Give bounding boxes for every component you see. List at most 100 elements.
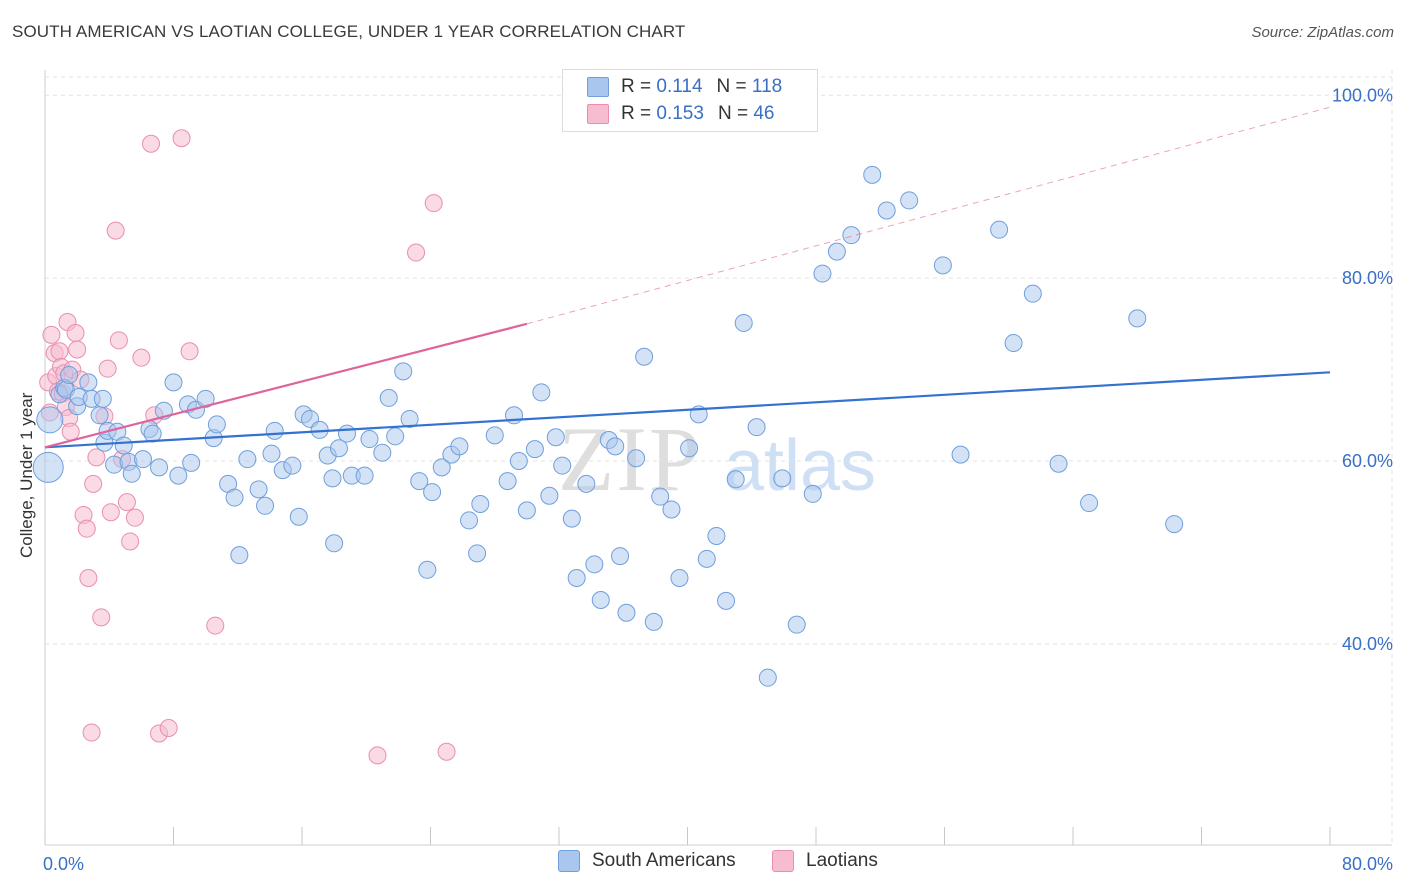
data-point-laotians: [159, 718, 178, 737]
data-point-laotians: [424, 194, 443, 213]
bottom-legend-swatch-pink: [772, 850, 794, 872]
data-point-south-americans: [423, 483, 442, 502]
data-point-south-americans: [133, 450, 152, 469]
data-point-laotians: [368, 746, 387, 765]
data-point-south-americans: [1165, 515, 1184, 534]
data-point-south-americans: [747, 418, 766, 437]
data-point-south-americans: [900, 191, 919, 210]
data-point-south-americans: [418, 560, 437, 579]
data-point-laotians: [206, 616, 225, 635]
data-point-south-americans: [360, 430, 379, 449]
x-tick-labels: 0.0% 80.0%: [43, 854, 1393, 874]
data-point-south-americans: [546, 428, 565, 447]
data-point-south-americans: [323, 469, 342, 488]
legend-row-south-americans: R = 0.114 N = 118: [587, 74, 782, 100]
y-tick-label: 40.0%: [1342, 634, 1393, 654]
data-point-south-americans: [509, 452, 528, 470]
data-point-south-americans: [773, 469, 792, 488]
data-point-laotians: [121, 532, 140, 551]
y-tick-labels: 100.0% 80.0% 60.0% 40.0%: [1332, 85, 1393, 654]
data-point-south-americans: [150, 458, 169, 477]
data-point-south-americans: [1004, 334, 1023, 353]
data-point-south-americans: [400, 409, 419, 428]
data-point-south-americans: [410, 472, 429, 491]
data-point-south-americans: [651, 487, 670, 506]
data-point-south-americans: [207, 415, 226, 434]
data-point-south-americans: [485, 426, 504, 445]
data-point-laotians: [50, 342, 69, 361]
y-tick-label: 60.0%: [1342, 451, 1393, 471]
data-point-laotians: [84, 474, 103, 493]
data-point-south-americans: [262, 444, 281, 463]
data-point-south-americans: [635, 347, 654, 366]
data-point-south-americans: [373, 443, 392, 462]
data-point-south-americans: [933, 256, 952, 275]
data-point-south-americans: [803, 484, 822, 503]
data-point-laotians: [101, 503, 120, 522]
laotians-points: [39, 129, 456, 765]
data-point-south-americans: [842, 226, 861, 245]
x-tick-label: 0.0%: [43, 854, 84, 874]
data-point-laotians: [92, 608, 111, 627]
data-point-laotians: [407, 243, 426, 262]
data-point-south-americans: [611, 547, 630, 566]
data-point-laotians: [142, 134, 161, 153]
data-point-south-americans: [169, 466, 188, 485]
data-point-laotians: [106, 221, 125, 240]
data-point-south-americans: [386, 427, 405, 446]
data-point-laotians: [109, 331, 128, 350]
bottom-legend-label: South Americans: [592, 850, 736, 871]
trend-line-laotians-extension: [526, 106, 1331, 325]
legend-r-label: R =: [621, 76, 652, 97]
data-point-south-americans: [540, 486, 559, 505]
data-point-laotians: [117, 493, 136, 512]
y-axis-label: College, Under 1 year: [17, 392, 36, 558]
data-point-south-americans: [90, 406, 109, 425]
data-point-south-americans: [164, 373, 183, 392]
data-point-south-americans: [644, 612, 663, 631]
legend-swatch-pink: [587, 104, 609, 124]
data-point-south-americans: [726, 470, 745, 489]
data-point-south-americans: [990, 220, 1009, 239]
data-point-south-americans: [93, 389, 112, 408]
data-point-south-americans: [562, 509, 581, 528]
data-point-south-americans: [553, 456, 572, 475]
data-point-south-americans: [734, 313, 753, 332]
legend-row-laotians: R = 0.153 N = 46: [587, 101, 774, 127]
data-point-south-americans: [827, 242, 846, 261]
data-point-south-americans: [337, 424, 356, 443]
data-point-south-americans: [471, 494, 490, 513]
data-point-south-americans: [182, 453, 201, 472]
data-point-south-americans: [122, 464, 141, 483]
data-point-south-americans: [577, 474, 596, 493]
data-point-south-americans: [394, 362, 413, 381]
data-point-south-americans: [532, 383, 551, 402]
data-point-laotians: [98, 359, 117, 378]
data-point-laotians: [61, 422, 80, 441]
bottom-legend-label: Laotians: [806, 850, 878, 871]
y-tick-label: 100.0%: [1332, 85, 1393, 105]
data-point-south-americans: [606, 437, 625, 456]
data-point-south-americans: [585, 555, 604, 574]
data-point-laotians: [66, 324, 85, 342]
watermark-atlas: atlas: [724, 426, 876, 506]
data-point-south-americans: [450, 437, 469, 456]
data-point-south-americans: [36, 406, 64, 434]
data-point-laotians: [125, 508, 144, 527]
data-point-south-americans: [355, 466, 374, 485]
stats-legend: R = 0.114 N = 118 R = 0.153 N = 46: [562, 69, 818, 132]
legend-n-label: N =: [717, 103, 749, 124]
data-point-south-americans: [717, 591, 736, 610]
data-point-south-americans: [249, 480, 268, 499]
data-point-laotians: [68, 340, 87, 359]
data-point-south-americans: [1049, 454, 1068, 473]
data-point-south-americans: [460, 511, 479, 530]
data-point-laotians: [79, 569, 98, 588]
data-point-south-americans: [627, 449, 646, 468]
data-point-south-americans: [591, 590, 610, 609]
data-point-south-americans: [283, 456, 302, 475]
data-point-south-americans: [468, 544, 487, 563]
data-point-south-americans: [265, 421, 284, 440]
legend-r-value: 0.114: [656, 76, 703, 97]
